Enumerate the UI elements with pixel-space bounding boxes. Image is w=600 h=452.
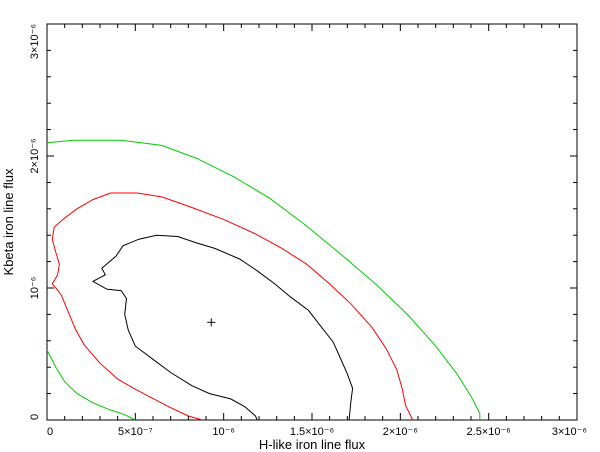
x-tick-label: 1.5×10⁻⁶: [290, 426, 334, 438]
best-fit-marker: [207, 318, 216, 327]
x-tick-label: 2×10⁻⁶: [383, 426, 418, 438]
x-tick-label: 10⁻⁶: [212, 426, 235, 438]
x-tick-label: 3×10⁻⁶: [552, 426, 587, 438]
contour-line-2: [51, 192, 414, 421]
y-tick-label: 2×10⁻⁶: [29, 138, 41, 173]
x-tick-label: 5×10⁻⁷: [118, 426, 153, 438]
y-tick-label: 10⁻⁶: [29, 277, 41, 300]
contour-line-1: [91, 234, 354, 421]
x-tick-labels: 0 5×10⁻⁷ 10⁻⁶ 1.5×10⁻⁶ 2×10⁻⁶ 2.5×10⁻⁶ 3×10⁻⁶: [47, 426, 587, 438]
contour-lines: [46, 139, 481, 421]
y-tick-label: 0: [29, 414, 41, 420]
y-axis-title: Kbeta iron line flux: [1, 168, 16, 275]
plot-frame: [46, 23, 578, 421]
contour-line-4: [46, 139, 481, 420]
y-tick-labels: 0 10⁻⁶ 2×10⁻⁶ 3×10⁻⁶: [29, 24, 41, 420]
x-tick-label: 2.5×10⁻⁶: [467, 426, 511, 438]
x-axis-title: H-like iron line flux: [259, 437, 366, 452]
x-tick-label: 0: [47, 426, 53, 438]
contour-line-3: [46, 349, 136, 421]
axis-ticks: [46, 23, 578, 421]
y-tick-label: 3×10⁻⁶: [29, 24, 41, 59]
